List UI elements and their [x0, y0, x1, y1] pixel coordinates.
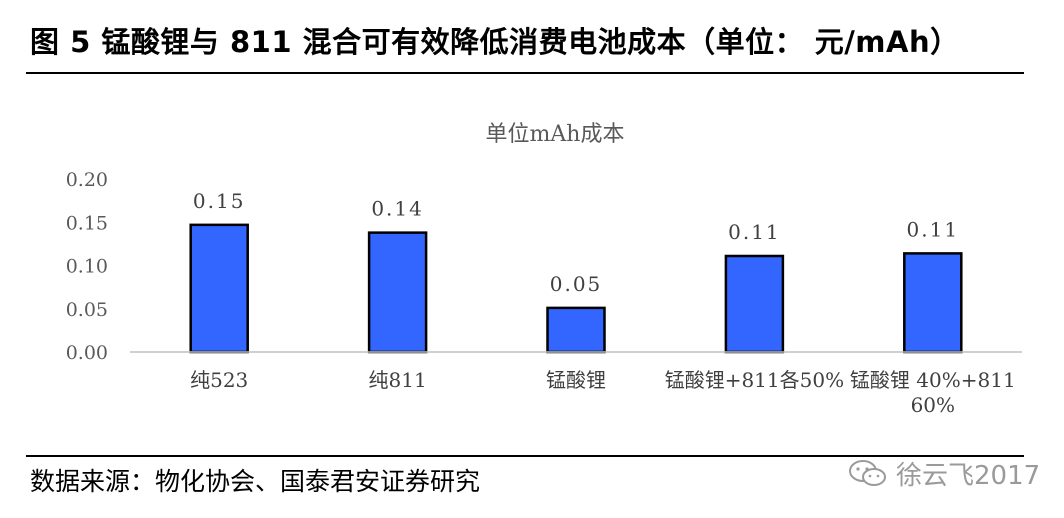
watermark: 徐云飞2017 — [848, 453, 1040, 493]
watermark-text: 徐云飞2017 — [896, 460, 1041, 491]
bar — [367, 231, 428, 354]
bar — [546, 306, 606, 354]
bar — [724, 254, 785, 354]
bar — [903, 252, 963, 354]
source-note: 数据来源：物化协会、国泰君安证券研究 — [30, 467, 481, 496]
source-rule — [26, 455, 1024, 457]
x-tick-label: 纯523 — [190, 368, 248, 392]
chart-title: 单位mAh成本 — [486, 122, 625, 147]
bars: 0.15 0.14 0.05 0.11 0.11 — [189, 189, 963, 354]
x-tick-label: 锰酸锂 — [546, 368, 606, 392]
title-rule — [26, 72, 1024, 74]
x-tick-label: 纯811 — [369, 368, 427, 392]
y-tick-label: 0.20 — [66, 169, 108, 191]
y-tick-label: 0.05 — [66, 299, 108, 321]
figure-title: 图 5 锰酸锂与 811 混合可有效降低消费电池成本（单位： 元/mAh） — [30, 25, 960, 59]
data-label: 0.11 — [907, 217, 960, 241]
y-tick-label: 0.10 — [66, 256, 108, 278]
data-label: 0.15 — [193, 189, 246, 213]
data-label: 0.14 — [371, 197, 424, 221]
data-label: 0.11 — [728, 220, 781, 244]
data-label: 0.05 — [550, 272, 603, 296]
x-tick-label: 锰酸锂 40%+811 — [850, 368, 1016, 392]
y-tick-label: 0.00 — [66, 342, 108, 364]
bar — [189, 223, 249, 354]
bar-chart: 单位mAh成本 0.00 0.05 0.10 0.15 0.20 0.15 0.14 0.0… — [66, 122, 1022, 417]
y-tick-label: 0.15 — [66, 212, 108, 234]
x-tick-label: 60% — [911, 393, 955, 417]
y-axis: 0.00 0.05 0.10 0.15 0.20 — [66, 169, 108, 364]
wechat-icon — [849, 460, 886, 486]
x-tick-label: 锰酸锂+811各50% — [665, 368, 844, 392]
